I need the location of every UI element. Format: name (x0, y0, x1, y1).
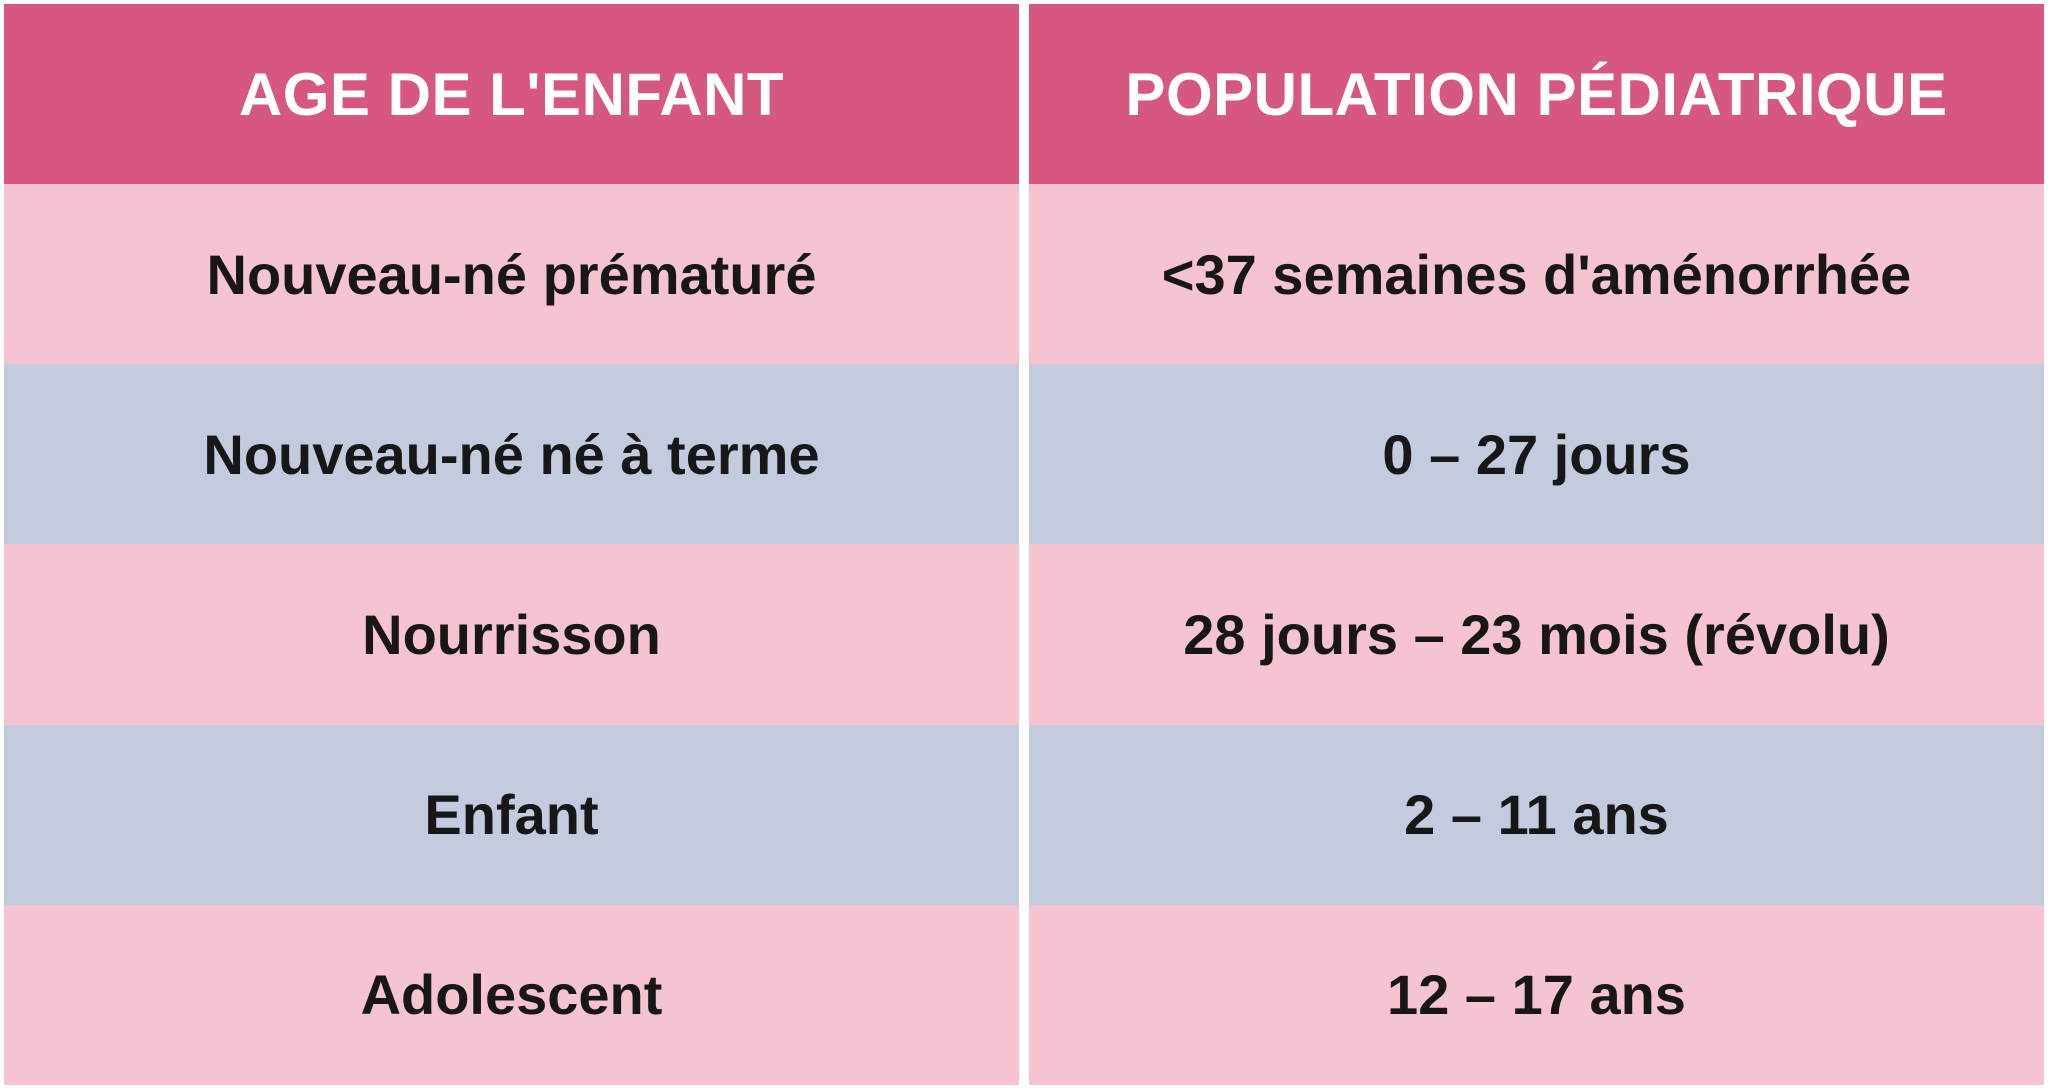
column-header-age: AGE DE L'ENFANT (4, 4, 1019, 184)
table-cell-age-infant: Nourrisson (4, 544, 1019, 725)
table-cell-age-premature-newborn: Nouveau-né prématuré (4, 184, 1019, 365)
population-column: POPULATION PÉDIATRIQUE <37 semaines d'am… (1029, 4, 2044, 1086)
table-cell-population-child: 2 – 11 ans (1029, 724, 2044, 905)
column-header-population: POPULATION PÉDIATRIQUE (1029, 4, 2044, 184)
table-cell-population-infant: 28 jours – 23 mois (révolu) (1029, 544, 2044, 725)
table-cell-age-child: Enfant (4, 724, 1019, 905)
age-column: AGE DE L'ENFANT Nouveau-né prématuré Nou… (4, 4, 1019, 1086)
table-cell-age-term-newborn: Nouveau-né né à terme (4, 364, 1019, 545)
table-cell-population-adolescent: 12 – 17 ans (1029, 904, 2044, 1086)
table-cell-population-term-newborn: 0 – 27 jours (1029, 364, 2044, 545)
table-cell-population-premature-newborn: <37 semaines d'aménorrhée (1029, 184, 2044, 365)
table-cell-age-adolescent: Adolescent (4, 904, 1019, 1086)
